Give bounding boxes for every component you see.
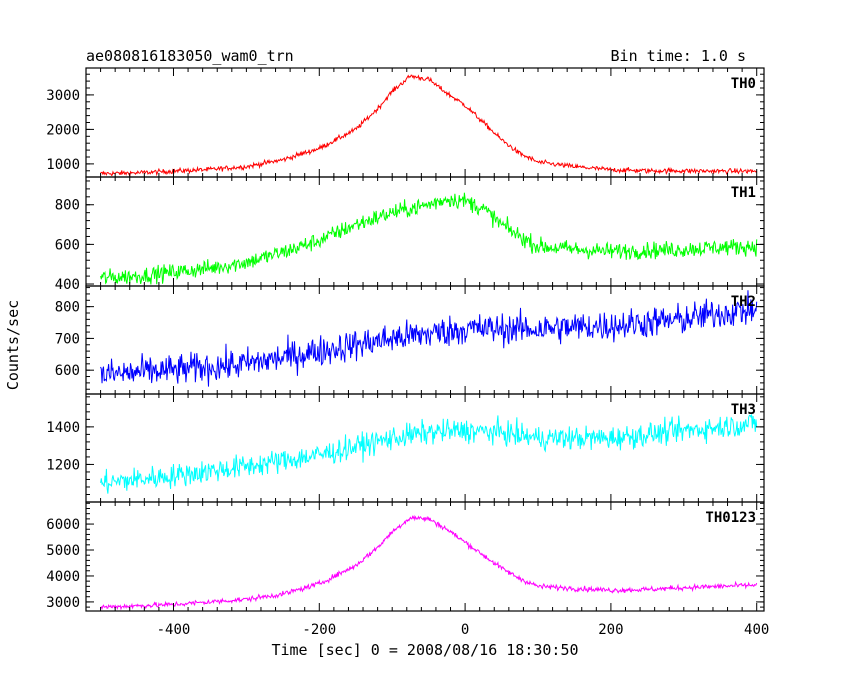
x-axis-title: Time [sec] 0 = 2008/08/16 18:30:50 <box>271 641 578 659</box>
y-tick-label: 2000 <box>46 122 80 138</box>
y-tick-label: 1200 <box>46 457 80 473</box>
series-line-th0 <box>100 74 758 178</box>
y-tick-label: 3000 <box>46 595 80 611</box>
y-tick-label: 1400 <box>46 420 80 436</box>
panel-frame <box>85 393 765 503</box>
panel-frame <box>85 501 765 612</box>
y-tick-label: 6000 <box>46 517 80 533</box>
panel-th0123: 3000 4000 5000 6000 TH0123 <box>46 501 765 612</box>
x-tick-label: 400 <box>744 622 769 638</box>
y-tick-label: 600 <box>55 363 80 379</box>
panel-frame <box>85 285 765 395</box>
y-tick-label: 600 <box>55 237 80 253</box>
panel-label: TH0123 <box>705 510 756 526</box>
x-tick-label: -200 <box>302 622 336 638</box>
chart-title: ae080816183050_wam0_trn <box>86 47 294 65</box>
x-tick-label: -400 <box>157 622 191 638</box>
series-line-th2 <box>100 290 758 387</box>
panel-th1: 400 600 800 TH1 <box>55 176 765 293</box>
y-tick-label: 1000 <box>46 157 80 173</box>
y-tick-label: 3000 <box>46 88 80 104</box>
y-tick-label: 4000 <box>46 569 80 585</box>
bin-time-label: Bin time: 1.0 s <box>611 47 746 65</box>
series-line-th0123 <box>100 514 758 611</box>
panel-frame <box>85 67 765 178</box>
panel-label: TH2 <box>731 294 756 310</box>
panels-group: 1000 2000 3000 TH0 400 600 800 TH1 600 700 800 TH2 1… <box>46 67 765 612</box>
panel-label: TH3 <box>731 402 756 418</box>
y-tick-label: 400 <box>55 277 80 293</box>
y-tick-label: 700 <box>55 331 80 347</box>
panel-th2: 600 700 800 TH2 <box>55 285 765 395</box>
series-line-th1 <box>100 192 758 285</box>
panel-th3: 1200 1400 TH3 <box>46 393 765 503</box>
y-tick-label: 5000 <box>46 543 80 559</box>
x-tick-label: 0 <box>461 622 469 638</box>
y-tick-label: 800 <box>55 198 80 214</box>
y-axis-title: Counts/sec <box>4 300 22 390</box>
panel-label: TH1 <box>731 185 756 201</box>
x-tick-label: 200 <box>598 622 623 638</box>
panel-th0: 1000 2000 3000 TH0 <box>46 67 765 178</box>
panel-label: TH0 <box>731 76 756 92</box>
y-tick-label: 800 <box>55 300 80 316</box>
series-line-th3 <box>100 414 758 494</box>
x-axis: -400 -200 0 200 400 <box>157 622 770 638</box>
